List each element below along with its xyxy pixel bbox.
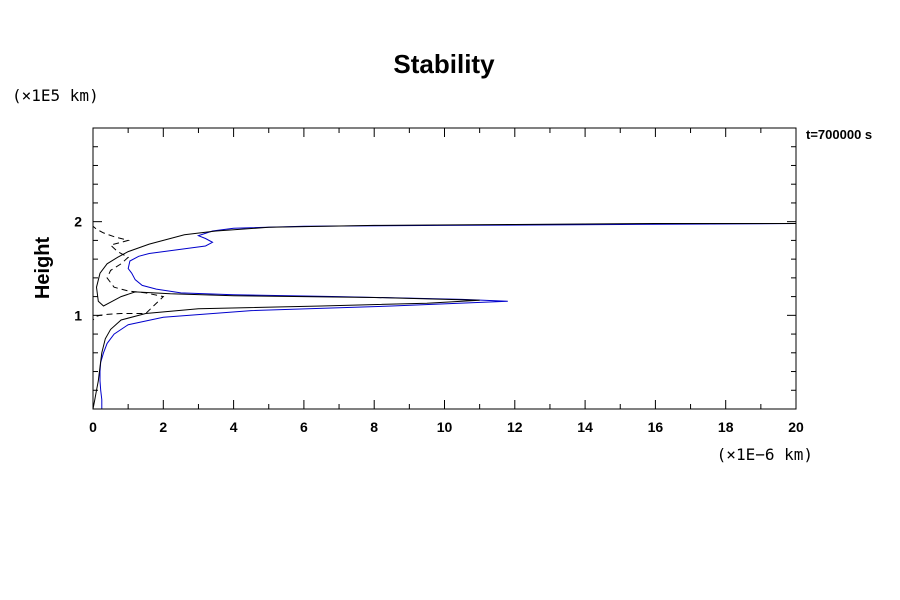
series-line-1: [99, 223, 797, 409]
y-tick-label: 1: [74, 307, 82, 323]
series-line-2: [92, 223, 796, 410]
series-line-3: [92, 225, 165, 325]
y-axis-label: Height: [32, 237, 54, 300]
y-tick-label: 2: [74, 214, 82, 230]
time-annotation: t=700000 s: [806, 127, 872, 142]
x-tick-label: 12: [507, 419, 523, 435]
series-layer: [92, 223, 797, 410]
x-tick-label: 18: [718, 419, 734, 435]
plot-frame: [92, 127, 797, 410]
x-tick-label: 6: [300, 419, 308, 435]
x-tick-label: 8: [370, 419, 378, 435]
x-tick-label: 0: [89, 419, 97, 435]
x-tick-label: 14: [577, 419, 593, 435]
x-tick-label: 10: [437, 419, 453, 435]
x-tick-label: 20: [788, 419, 804, 435]
y-axis-unit: (×1E5 km): [12, 86, 99, 105]
x-tick-label: 4: [230, 419, 238, 435]
x-tick-label: 16: [648, 419, 664, 435]
x-axis-label: (×1E−6 km): [717, 445, 813, 464]
chart-title: Stability: [393, 49, 495, 79]
x-tick-label: 2: [159, 419, 167, 435]
